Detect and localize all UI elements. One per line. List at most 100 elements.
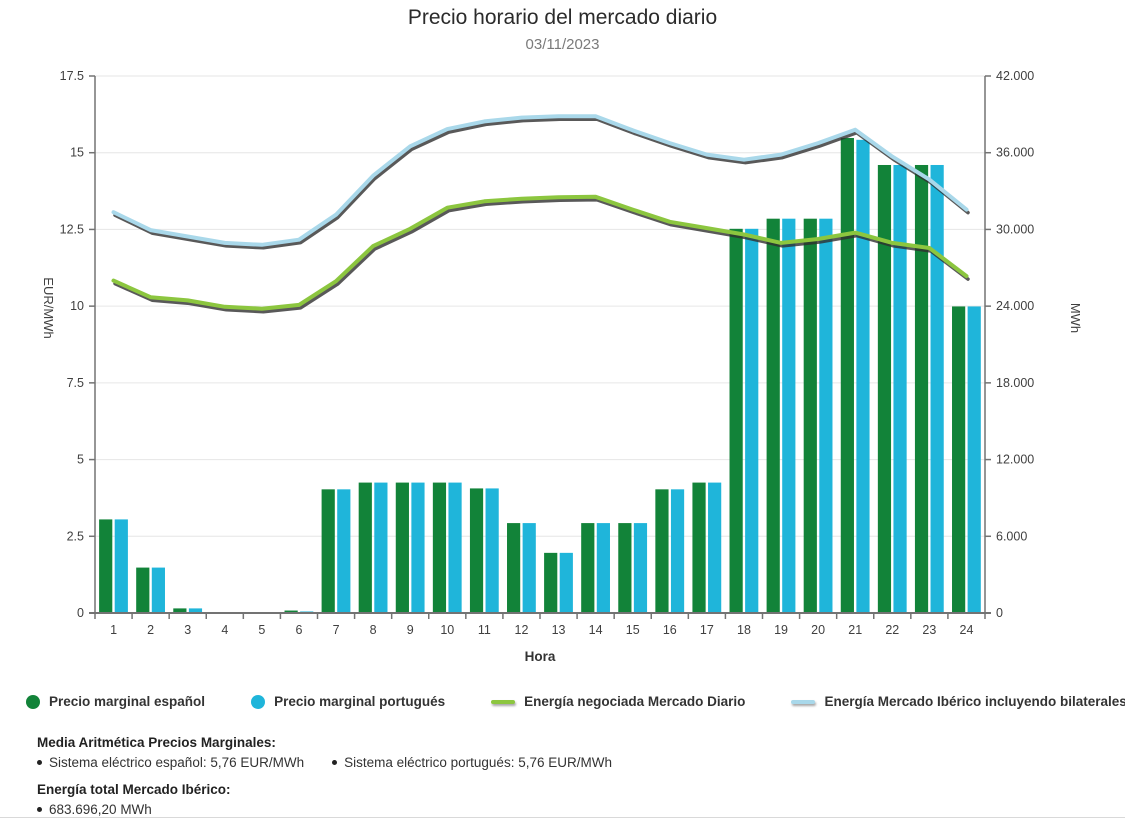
legend-label: Energía Mercado Ibérico incluyendo bilat… <box>824 694 1125 709</box>
bar <box>596 523 610 613</box>
bar <box>411 482 425 613</box>
x-tick-label: 19 <box>774 623 788 637</box>
bar <box>877 164 892 613</box>
bar <box>136 567 150 613</box>
x-tick-label: 3 <box>184 623 191 637</box>
bar <box>618 523 632 613</box>
bar <box>952 306 966 613</box>
x-tick-label: 17 <box>700 623 714 637</box>
legend-label: Precio marginal español <box>49 694 206 709</box>
bar <box>358 482 372 613</box>
gridlines <box>95 75 985 537</box>
price-chart: 02.557.51012.51517.506.00012.00018.00024… <box>41 69 1083 664</box>
sistema-portugues-value: Sistema eléctrico portugués: 5,76 EUR/MW… <box>344 755 612 770</box>
bar <box>581 523 595 613</box>
x-tick-label: 12 <box>515 623 529 637</box>
x-tick-label: 5 <box>258 623 265 637</box>
energia-total-title: Energía total Mercado Ibérico: <box>37 782 231 797</box>
x-tick-label: 22 <box>885 623 899 637</box>
legend-item-precio-portugues[interactable]: Precio marginal portugués <box>251 694 445 709</box>
sistema-espanol-item: Sistema eléctrico español: 5,76 EUR/MWh <box>37 755 304 770</box>
line-series <box>111 114 969 247</box>
bars-espanol <box>99 137 966 613</box>
bar <box>284 610 298 613</box>
lightblue-line-marker-icon <box>791 699 816 704</box>
x-tick-label: 21 <box>848 623 862 637</box>
bar <box>188 608 203 613</box>
x-tick-label: 15 <box>626 623 640 637</box>
left-tick-label: 10 <box>70 299 84 313</box>
bar <box>893 164 907 613</box>
sistema-portugues-item: Sistema eléctrico portugués: 5,76 EUR/MW… <box>332 755 612 770</box>
x-tick-label: 7 <box>333 623 340 637</box>
bar <box>469 488 484 613</box>
bar <box>692 482 706 613</box>
x-tick-label: 24 <box>960 623 974 637</box>
bar <box>782 218 796 613</box>
axes: 02.557.51012.51517.506.00012.00018.00024… <box>41 69 1083 664</box>
right-tick-label: 24.000 <box>996 299 1034 313</box>
legend-item-energia-negociada[interactable]: Energía negociada Mercado Diario <box>491 694 745 709</box>
x-axis-title: Hora <box>525 649 556 664</box>
bar <box>321 489 335 613</box>
legend-item-precio-espanol[interactable]: Precio marginal español <box>26 694 205 709</box>
line-energia-negociada <box>111 194 970 314</box>
left-tick-label: 12.5 <box>60 222 84 236</box>
bar <box>930 164 944 613</box>
bar <box>448 482 462 613</box>
line-series <box>111 194 969 311</box>
bar <box>522 523 536 613</box>
bar <box>485 488 499 613</box>
line-shadow <box>113 117 970 250</box>
right-tick-label: 6.000 <box>996 529 1027 543</box>
x-tick-label: 13 <box>552 623 566 637</box>
bar <box>337 489 351 613</box>
x-tick-label: 9 <box>407 623 414 637</box>
bar <box>633 523 648 613</box>
media-aritmetica-title: Media Aritmética Precios Marginales: <box>37 735 276 750</box>
line-shadow <box>113 198 970 314</box>
legend-label: Energía negociada Mercado Diario <box>524 694 746 709</box>
bar <box>766 218 780 613</box>
legend-item-energia-iberico[interactable]: Energía Mercado Ibérico incluyendo bilat… <box>791 694 1125 709</box>
bar <box>544 552 558 613</box>
right-tick-label: 0 <box>996 606 1003 620</box>
bar <box>114 519 128 613</box>
right-tick-label: 18.000 <box>996 376 1034 390</box>
left-tick-label: 15 <box>70 146 84 160</box>
left-tick-label: 17.5 <box>60 69 84 83</box>
bullet-icon <box>37 760 42 765</box>
bar <box>655 489 669 613</box>
chart-legend: Precio marginal español Precio marginal … <box>26 694 1125 709</box>
left-axis-title: EUR/MWh <box>41 277 56 338</box>
bar <box>745 228 759 613</box>
chart-title: Precio horario del mercado diario <box>407 6 718 29</box>
bar <box>670 489 685 613</box>
bullet-icon <box>37 807 42 812</box>
sistema-espanol-value: Sistema eléctrico español: 5,76 EUR/MWh <box>49 755 305 770</box>
bar <box>99 519 113 613</box>
x-tick-label: 16 <box>663 623 677 637</box>
bar <box>729 228 743 613</box>
x-tick-label: 2 <box>147 623 154 637</box>
x-tick-label: 14 <box>589 623 603 637</box>
line-energia-iberico <box>111 114 970 250</box>
left-tick-label: 5 <box>77 453 84 467</box>
green-line-marker-icon <box>491 699 516 704</box>
x-tick-label: 1 <box>110 623 117 637</box>
bar <box>840 137 854 613</box>
bars-portugues <box>114 139 981 613</box>
bar <box>708 482 722 613</box>
right-tick-label: 12.000 <box>996 453 1034 467</box>
right-tick-label: 30.000 <box>996 222 1034 236</box>
bar <box>151 567 165 613</box>
chart-subtitle: 03/11/2023 <box>525 36 600 53</box>
summary-footer: Media Aritmética Precios Marginales: Sis… <box>37 735 612 817</box>
x-tick-label: 6 <box>295 623 302 637</box>
left-tick-label: 0 <box>77 606 84 620</box>
bar <box>173 608 187 613</box>
bar <box>559 552 573 613</box>
bar <box>914 164 929 613</box>
bar <box>395 482 409 613</box>
